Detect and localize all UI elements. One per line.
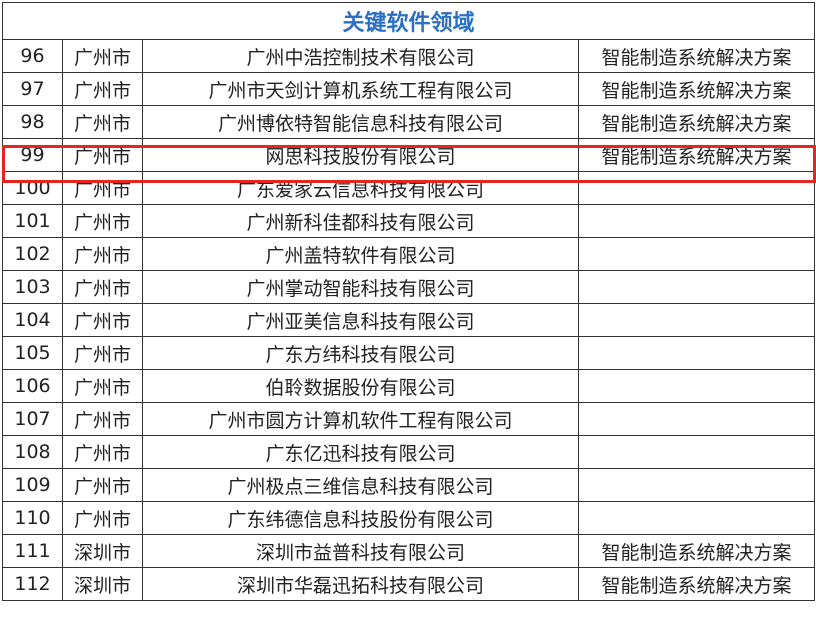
table-row: 104 广州市 广州亚美信息科技有限公司	[2, 303, 816, 337]
row-number: 105	[2, 336, 63, 370]
table-row: 101 广州市 广州新科佳都科技有限公司	[2, 204, 816, 238]
company-cell: 深圳市益普科技有限公司	[142, 534, 579, 568]
company-cell: 广州极点三维信息科技有限公司	[142, 468, 579, 502]
row-number: 100	[2, 171, 63, 205]
company-cell: 广东纬德信息科技股份有限公司	[142, 501, 579, 535]
field-cell	[577, 303, 816, 337]
city-cell: 广州市	[62, 39, 143, 73]
table-row: 100 广州市 广东爱家云信息科技有限公司	[2, 171, 816, 205]
table-row: 105 广州市 广东方纬科技有限公司	[2, 336, 816, 370]
field-cell: 智能制造系统解决方案	[577, 105, 816, 139]
table-row: 103 广州市 广州掌动智能科技有限公司	[2, 270, 816, 304]
table-row: 111 深圳市 深圳市益普科技有限公司 智能制造系统解决方案	[2, 534, 816, 568]
company-cell: 广州中浩控制技术有限公司	[142, 39, 579, 73]
title-row: 关键软件领域	[1, 2, 816, 40]
row-number: 107	[2, 402, 63, 436]
table-row: 109 广州市 广州极点三维信息科技有限公司	[2, 468, 816, 502]
field-cell	[577, 336, 816, 370]
row-number: 104	[2, 303, 63, 337]
field-cell: 智能制造系统解决方案	[577, 567, 816, 601]
row-number: 98	[2, 105, 63, 139]
company-table: 关键软件领域 96 广州市 广州中浩控制技术有限公司 智能制造系统解决方案 97 广州市广…	[1, 2, 816, 601]
city-cell: 广州市	[62, 72, 143, 106]
field-cell	[577, 468, 816, 502]
company-cell: 广州市圆方计算机软件工程有限公司	[142, 402, 579, 436]
table-row: 107 广州市 广州市圆方计算机软件工程有限公司	[2, 402, 816, 436]
city-cell: 广州市	[62, 303, 143, 337]
city-cell: 广州市	[62, 336, 143, 370]
city-cell: 广州市	[62, 435, 143, 469]
field-cell	[577, 435, 816, 469]
table-title: 关键软件领域	[1, 2, 816, 40]
field-cell	[577, 237, 816, 271]
company-cell: 广州新科佳都科技有限公司	[142, 204, 579, 238]
field-cell	[577, 171, 816, 205]
company-cell: 广州市天剑计算机系统工程有限公司	[142, 72, 579, 106]
table-row: 102 广州市 广州盖特软件有限公司	[2, 237, 816, 271]
city-cell: 广州市	[62, 138, 143, 172]
table-row-highlighted: 99 广州市 网思科技股份有限公司 智能制造系统解决方案	[2, 138, 816, 172]
company-cell: 伯聆数据股份有限公司	[142, 369, 579, 403]
company-cell: 广州掌动智能科技有限公司	[142, 270, 579, 304]
table-row: 97 广州市 广州市天剑计算机系统工程有限公司 智能制造系统解决方案	[2, 72, 816, 106]
city-cell: 广州市	[62, 402, 143, 436]
city-cell: 广州市	[62, 171, 143, 205]
field-cell	[577, 369, 816, 403]
company-cell: 深圳市华磊迅拓科技有限公司	[142, 567, 579, 601]
table-row: 108 广州市 广东亿迅科技有限公司	[2, 435, 816, 469]
row-number: 110	[2, 501, 63, 535]
field-cell	[577, 501, 816, 535]
row-number: 109	[2, 468, 63, 502]
table-row: 98 广州市 广州博依特智能信息科技有限公司 智能制造系统解决方案	[2, 105, 816, 139]
city-cell: 广州市	[62, 468, 143, 502]
row-number: 106	[2, 369, 63, 403]
city-cell: 广州市	[62, 204, 143, 238]
row-number: 112	[2, 567, 63, 601]
row-number: 101	[2, 204, 63, 238]
table-row: 110 广州市 广东纬德信息科技股份有限公司	[2, 501, 816, 535]
field-cell: 智能制造系统解决方案	[577, 72, 816, 106]
row-number: 103	[2, 270, 63, 304]
field-cell: 智能制造系统解决方案	[577, 39, 816, 73]
city-cell: 广州市	[62, 105, 143, 139]
city-cell: 广州市	[62, 501, 143, 535]
table-row: 106 广州市 伯聆数据股份有限公司	[2, 369, 816, 403]
row-number: 97	[2, 72, 63, 106]
row-number: 102	[2, 237, 63, 271]
city-cell: 广州市	[62, 237, 143, 271]
row-number: 108	[2, 435, 63, 469]
city-cell: 广州市	[62, 270, 143, 304]
row-number: 96	[2, 39, 63, 73]
city-cell: 深圳市	[62, 567, 143, 601]
company-cell: 网思科技股份有限公司	[142, 138, 579, 172]
field-cell	[577, 402, 816, 436]
company-cell: 广州博依特智能信息科技有限公司	[142, 105, 579, 139]
field-cell	[577, 204, 816, 238]
field-cell: 智能制造系统解决方案	[577, 534, 816, 568]
city-cell: 广州市	[62, 369, 143, 403]
row-number: 111	[2, 534, 63, 568]
table-row: 112 深圳市 深圳市华磊迅拓科技有限公司 智能制造系统解决方案	[2, 567, 816, 601]
company-cell: 广东爱家云信息科技有限公司	[142, 171, 579, 205]
row-number: 99	[2, 138, 63, 172]
company-cell: 广州盖特软件有限公司	[142, 237, 579, 271]
city-cell: 深圳市	[62, 534, 143, 568]
company-cell: 广东方纬科技有限公司	[142, 336, 579, 370]
table-row: 96 广州市 广州中浩控制技术有限公司 智能制造系统解决方案	[2, 39, 816, 73]
field-cell	[577, 270, 816, 304]
company-cell: 广州亚美信息科技有限公司	[142, 303, 579, 337]
field-cell: 智能制造系统解决方案	[577, 138, 816, 172]
company-cell: 广东亿迅科技有限公司	[142, 435, 579, 469]
